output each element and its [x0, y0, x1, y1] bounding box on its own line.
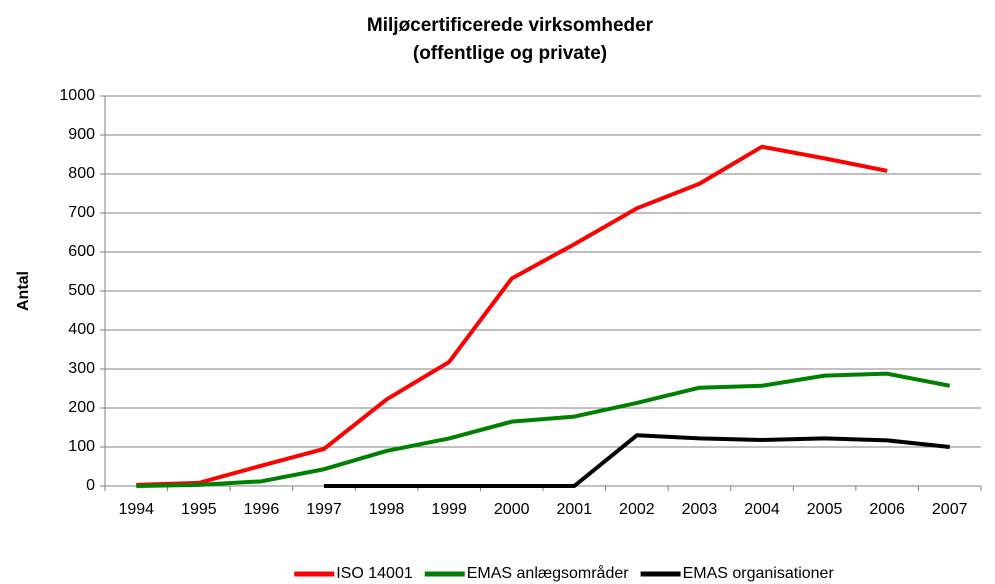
y-tick-label: 400 — [68, 321, 95, 338]
legend-label: EMAS anlægsområder — [467, 564, 630, 582]
x-tick-label: 2001 — [556, 501, 592, 518]
x-tick-label: 1998 — [369, 501, 405, 518]
series-line — [324, 433, 950, 488]
y-tick-label: 900 — [68, 126, 95, 143]
x-tick-label: 1994 — [118, 501, 154, 518]
x-tick-label: 2005 — [807, 501, 843, 518]
x-tick-label: 2006 — [869, 501, 905, 518]
y-tick-label: 800 — [68, 165, 95, 182]
chart-title: Miljøcertificerede virksomheder — [367, 15, 654, 36]
x-tick-label: 2003 — [682, 501, 718, 518]
x-tick-label: 1997 — [306, 501, 342, 518]
y-tick-label: 300 — [68, 360, 95, 377]
y-tick-label: 700 — [68, 204, 95, 221]
x-tick-label: 2004 — [744, 501, 780, 518]
y-tick-label: 1000 — [59, 87, 95, 104]
legend-label: EMAS organisationer — [683, 565, 835, 582]
legend-label: ISO 14001 — [336, 565, 413, 582]
x-tick-label: 1995 — [181, 501, 217, 518]
y-tick-label: 100 — [68, 438, 95, 455]
x-tick-label: 2000 — [494, 501, 530, 518]
x-tick-label: 2002 — [619, 501, 655, 518]
x-tick-label: 2007 — [932, 501, 968, 518]
y-tick-label: 200 — [68, 399, 95, 416]
series-line — [136, 144, 888, 487]
chart-title: (offentlige og private) — [413, 43, 607, 64]
y-tick-label: 500 — [68, 282, 95, 299]
x-tick-label: 1999 — [431, 501, 467, 518]
x-tick-label: 1996 — [244, 501, 280, 518]
series-line — [136, 371, 951, 488]
y-axis-label: Antal — [15, 271, 32, 311]
y-tick-label: 0 — [86, 477, 95, 494]
y-tick-label: 600 — [68, 243, 95, 260]
